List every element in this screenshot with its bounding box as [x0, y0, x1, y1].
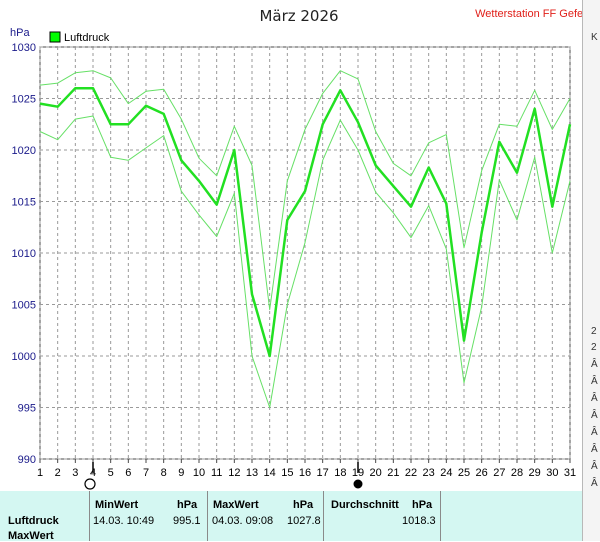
x-tick-label: 29 [529, 467, 541, 479]
stats-max-unit: hPa [293, 499, 314, 511]
right-strip-fragment: K [591, 32, 598, 43]
legend-label: Luftdruck [64, 32, 110, 44]
series-line-lower [39, 115, 571, 408]
x-tick-label: 26 [476, 467, 488, 479]
x-tick-label: 25 [458, 467, 470, 479]
stats-avg-header: Durchschnitt [331, 499, 399, 511]
x-tick-label: 23 [423, 467, 435, 479]
y-tick-label: 1020 [12, 145, 36, 157]
right-strip-fragment: Â [591, 444, 598, 455]
stats-min-header: MinWert [95, 499, 139, 511]
stats-avg-unit: hPa [412, 499, 433, 511]
open-circle-marker [84, 478, 96, 490]
x-tick-label: 28 [511, 467, 523, 479]
right-strip-fragment: 2 [591, 326, 597, 337]
x-tick-label: 22 [405, 467, 417, 479]
x-tick-label: 2 [55, 467, 61, 479]
x-tick-label: 5 [108, 467, 114, 479]
x-tick-label: 3 [72, 467, 78, 479]
series-line-upper [39, 70, 571, 311]
grid [39, 46, 571, 460]
x-tick-label: 27 [493, 467, 505, 479]
x-ticks: 1234567891011121314151617181920212223242… [37, 459, 576, 479]
y-ticks: 990 995 1000 1005 1010 1015 1020 1025 1030 [12, 42, 36, 466]
stats-label-column: Luftdruck MaxWert [0, 491, 90, 542]
x-tick-label: 10 [193, 467, 205, 479]
day-markers [84, 462, 363, 490]
x-tick-label: 16 [299, 467, 311, 479]
series-line-mean [39, 86, 572, 358]
y-tick-label: 990 [18, 454, 36, 466]
y-tick-label: 995 [18, 403, 36, 415]
right-strip-fragment: Â [591, 461, 598, 472]
stats-max-header: MaxWert [213, 499, 259, 511]
stats-min-value: 995.1 [173, 515, 201, 527]
right-strip-fragment: Â [591, 410, 598, 421]
stats-min-column: MinWert hPa 14.03. 10:49 995.1 [89, 491, 208, 541]
right-strip-fragment: Â [591, 393, 598, 404]
x-tick-label: 13 [246, 467, 258, 479]
stats-row-label: Luftdruck [8, 515, 59, 527]
x-tick-label: 7 [143, 467, 149, 479]
x-tick-label: 6 [125, 467, 131, 479]
x-tick-label: 18 [334, 467, 346, 479]
stats-max-value: 1027.8 [287, 515, 321, 527]
right-strip-fragment: Â [591, 427, 598, 438]
y-tick-label: 1015 [12, 197, 36, 209]
y-tick-label: 1000 [12, 351, 36, 363]
x-tick-label: 31 [564, 467, 576, 479]
stats-panel: Luftdruck MaxWert MinWert hPa 14.03. 10:… [0, 491, 582, 542]
x-tick-label: 15 [281, 467, 293, 479]
legend-swatch [49, 31, 61, 43]
stats-avg-value: 1018.3 [402, 515, 436, 527]
x-tick-label: 12 [228, 467, 240, 479]
stats-max-column: MaxWert hPa 04.03. 09:08 1027.8 [208, 491, 324, 541]
chart-title: März 2026 [259, 7, 338, 25]
x-tick-label: 30 [546, 467, 558, 479]
filled-circle-marker [353, 479, 363, 489]
x-tick-label: 24 [440, 467, 452, 479]
x-tick-label: 8 [161, 467, 167, 479]
y-tick-label: 1030 [12, 42, 36, 54]
x-tick-label: 11 [211, 467, 222, 479]
chart: März 2026 Wetterstation FF Gefell hPa 99… [10, 7, 582, 490]
x-tick-label: 1 [37, 467, 43, 479]
right-strip-fragment: 2 [591, 342, 597, 353]
y-tick-label: 1010 [12, 248, 36, 260]
x-tick-label: 14 [264, 467, 276, 479]
stats-min-datetime: 14.03. 10:49 [93, 515, 155, 527]
y-tick-label: 1005 [12, 300, 36, 312]
stats-row2-label: MaxWert [8, 530, 54, 542]
stats-min-unit: hPa [177, 499, 198, 511]
y-axis-unit: hPa [10, 27, 30, 39]
right-strip-fragment: Â [591, 359, 598, 370]
x-tick-label: 17 [317, 467, 329, 479]
right-strip-fragment: Â [591, 376, 598, 387]
y-tick-label: 1025 [12, 94, 36, 106]
stats-avg-column: Durchschnitt hPa 1018.3 [324, 491, 441, 541]
right-strip-fragment: Â [591, 478, 598, 489]
series-group [39, 70, 572, 408]
x-tick-label: 9 [178, 467, 184, 479]
x-tick-label: 21 [387, 467, 399, 479]
x-tick-label: 20 [370, 467, 382, 479]
station-name: Wetterstation FF Gefell [475, 8, 582, 20]
stats-max-datetime: 04.03. 09:08 [212, 515, 274, 527]
legend: Luftdruck [49, 31, 110, 44]
